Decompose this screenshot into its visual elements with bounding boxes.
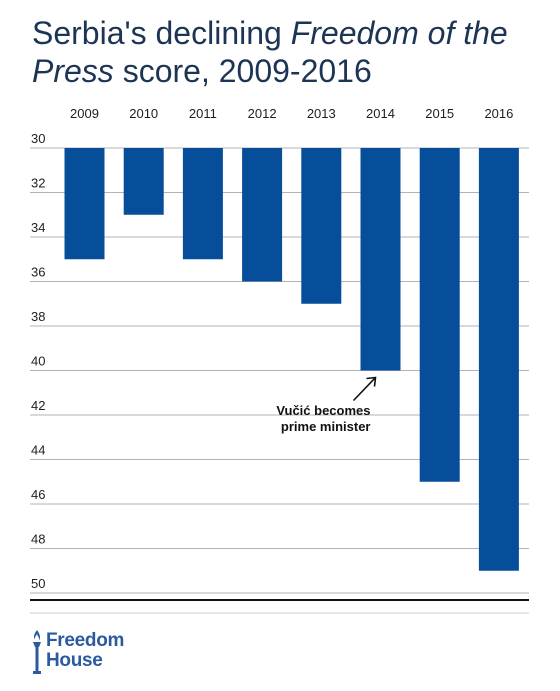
bar-2014 — [360, 148, 401, 371]
logo-text: Freedom House — [46, 631, 124, 671]
x-tick-label-2010: 2010 — [129, 106, 158, 121]
bar-2011 — [182, 148, 223, 260]
y-tick-label-48: 48 — [31, 532, 45, 547]
y-tick-label-44: 44 — [31, 443, 45, 458]
annotation-arrow-line — [352, 376, 377, 402]
bar-2015 — [419, 148, 460, 482]
x-tick-label-2009: 2009 — [70, 106, 99, 121]
y-tick-label-46: 46 — [31, 487, 45, 502]
y-tick-label-38: 38 — [31, 309, 45, 324]
y-tick-label-50: 50 — [31, 576, 45, 591]
y-tick-label-32: 32 — [31, 176, 45, 191]
bar-2016 — [478, 148, 519, 571]
title-part1: Serbia's declining — [32, 15, 291, 51]
x-tick-label-2011: 2011 — [189, 106, 217, 121]
bar-2013 — [301, 148, 342, 304]
label-layer: 30 32 34 36 38 40 42 44 46 48 50 2009 2010 2011 2012 20… — [31, 106, 513, 591]
x-tick-label-2013: 2013 — [307, 106, 336, 121]
annotation-line1: Vučić becomes — [276, 403, 370, 418]
torch-icon — [33, 630, 41, 674]
bar-2009 — [64, 148, 105, 260]
y-tick-label-40: 40 — [31, 354, 45, 369]
bar-layer — [64, 148, 519, 571]
x-tick-label-2015: 2015 — [425, 106, 454, 121]
logo-line2: House — [46, 650, 103, 671]
chart-title: Serbia's declining Freedom of the Press … — [32, 14, 552, 90]
bar-2012 — [242, 148, 283, 282]
freedom-house-logo: Freedom House — [30, 629, 170, 677]
y-tick-label-34: 34 — [31, 220, 45, 235]
bar-2010 — [123, 148, 164, 215]
x-tick-label-2016: 2016 — [484, 106, 513, 121]
title-italic: Freedom of the Press — [32, 15, 508, 89]
y-tick-label-36: 36 — [31, 265, 45, 280]
y-tick-label-30: 30 — [31, 131, 45, 146]
annotation-arrow-head — [366, 376, 377, 387]
y-tick-label-42: 42 — [31, 398, 45, 413]
logo-line1: Freedom — [46, 630, 125, 651]
title-part2: score, 2009-2016 — [113, 53, 372, 89]
x-tick-label-2012: 2012 — [248, 106, 277, 121]
annotation-line2: prime minister — [281, 419, 371, 434]
x-tick-label-2014: 2014 — [366, 106, 395, 121]
